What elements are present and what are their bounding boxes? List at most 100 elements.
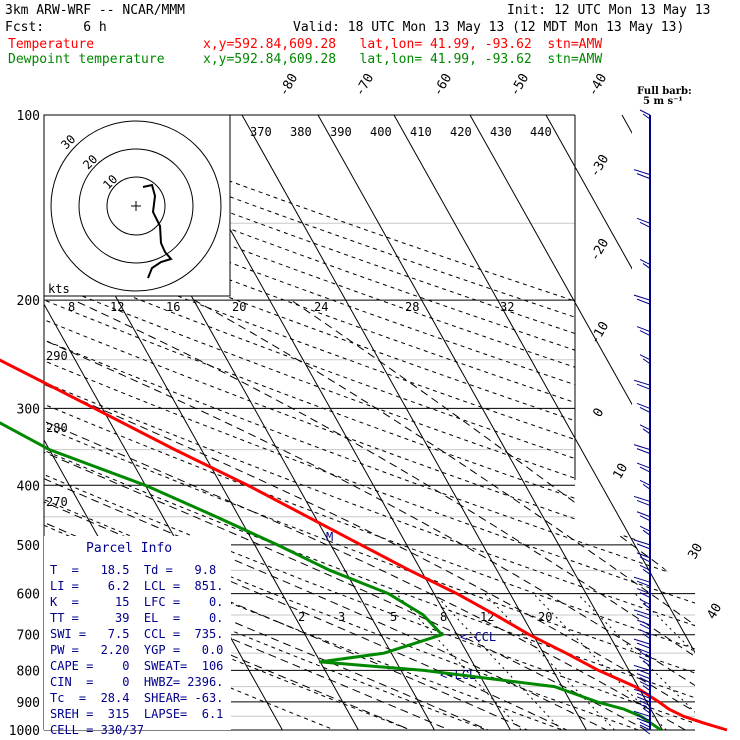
wind-barb bbox=[636, 552, 651, 559]
theta-label: 440 bbox=[530, 125, 552, 139]
dry-adiabat bbox=[44, 115, 695, 730]
wind-barb bbox=[639, 406, 651, 413]
parcel-info-row: PW = 2.20 YGP = 0.0 bbox=[50, 643, 223, 657]
barb-key: Full barb: 5 m s⁻¹ bbox=[637, 86, 692, 107]
wind-barb bbox=[633, 576, 651, 583]
wind-barb bbox=[636, 588, 651, 595]
wind-barb bbox=[639, 515, 651, 522]
hodograph: 30 20 10 kts bbox=[43, 114, 231, 297]
wind-barb bbox=[639, 700, 651, 707]
wind-barb bbox=[639, 221, 651, 228]
mixing-ratio-line bbox=[484, 593, 616, 730]
isotherm-tick-label: -20 bbox=[587, 236, 612, 264]
hodograph-ring-20 bbox=[78, 148, 194, 264]
theta-label: 380 bbox=[290, 125, 312, 139]
pressure-tick-label: 800 bbox=[17, 664, 40, 679]
wind-barb bbox=[639, 479, 651, 486]
parcel-info-panel: Parcel Info T = 18.5 Td = 9.8 LI = 6.2 L… bbox=[44, 536, 231, 737]
pressure-tick-label: 200 bbox=[17, 294, 40, 309]
model-title: 3km ARW-WRF -- NCAR/MMM bbox=[5, 3, 186, 18]
moist-adiabat bbox=[44, 299, 670, 730]
mixing-ratio-label: 24 bbox=[314, 300, 328, 314]
isotherm-tick-label: 0 bbox=[590, 406, 607, 420]
wind-barb bbox=[642, 113, 651, 120]
theta-e-label: 280 bbox=[46, 421, 68, 435]
wind-barb bbox=[636, 448, 651, 455]
wind-barb bbox=[639, 556, 651, 563]
wind-barb bbox=[642, 603, 651, 609]
wind-barb bbox=[639, 651, 651, 658]
isotherm-tick-label: 40 bbox=[704, 601, 725, 622]
moist-adiabat bbox=[193, 299, 695, 730]
theta-label: 370 bbox=[250, 125, 272, 139]
wind-barb bbox=[633, 495, 651, 502]
mixing-ratio-line bbox=[395, 593, 522, 730]
mixing-ratio-label: 20 bbox=[538, 610, 552, 624]
hodograph-ring-10 bbox=[106, 176, 166, 236]
wind-barb bbox=[636, 543, 651, 550]
mixing-ratio-label: 32 bbox=[500, 300, 514, 314]
wind-barb bbox=[642, 685, 651, 691]
hodograph-trace bbox=[142, 183, 173, 279]
parcel-info-row: TT = 39 EL = 0. bbox=[50, 611, 223, 625]
wind-barb bbox=[636, 619, 651, 626]
parcel-info-row: SREH = 315 LAPSE= 6.1 bbox=[50, 707, 223, 721]
parcel-info-row: T = 18.5 Td = 9.8 bbox=[50, 563, 216, 577]
pressure-tick-label: 100 bbox=[17, 109, 40, 124]
dry-adiabat bbox=[44, 115, 695, 730]
isotherm-tick-label: -10 bbox=[587, 319, 612, 347]
parcel-info-row: SWI = 7.5 CCL = 735. bbox=[50, 627, 223, 641]
wind-barb bbox=[639, 525, 651, 532]
mixing-ratio-label: 28 bbox=[405, 300, 419, 314]
wind-barb bbox=[639, 656, 651, 663]
wind-barb bbox=[639, 721, 651, 728]
dry-adiabat bbox=[44, 115, 695, 730]
mixing-ratio-line bbox=[434, 593, 562, 730]
dewpoint-line bbox=[0, 421, 662, 732]
dewpoint-location: x,y=592.84,609.28 lat,lon= 41.99, -93.62… bbox=[203, 52, 603, 67]
parcel-info-row: CAPE = 0 SWEAT= 106 bbox=[50, 659, 223, 673]
wind-barb bbox=[639, 724, 651, 731]
sounding-profiles bbox=[0, 358, 728, 732]
wind-barb bbox=[636, 298, 651, 305]
wind-barb bbox=[639, 466, 651, 473]
wind-barb bbox=[636, 717, 651, 724]
mixing-ratio-label: 8 bbox=[440, 610, 447, 624]
dry-adiabat bbox=[44, 115, 695, 730]
pressure-tick-label: 700 bbox=[17, 629, 40, 644]
wind-barb bbox=[636, 696, 651, 703]
mixing-ratio-line bbox=[576, 593, 695, 730]
wind-barbs bbox=[633, 109, 651, 735]
mixing-ratio-label: 20 bbox=[232, 300, 246, 314]
mixing-ratio-label: 16 bbox=[166, 300, 180, 314]
isotherm-line bbox=[545, 115, 695, 730]
parcel-info-row: CELL = 330/37 bbox=[50, 723, 144, 737]
isotherm-tick-label: -50 bbox=[507, 71, 532, 99]
wind-barb bbox=[642, 707, 651, 714]
wind-barb bbox=[633, 539, 651, 546]
isotherm-tick-label: -40 bbox=[585, 71, 610, 99]
wind-barb bbox=[642, 529, 651, 536]
wind-barb bbox=[633, 444, 651, 451]
parcel-info-row: Tc = 28.4 SHEAR= -63. bbox=[50, 691, 223, 705]
wind-barb bbox=[636, 462, 651, 469]
parcel-info-row: K = 15 LFC = 0. bbox=[50, 595, 223, 609]
wind-barb bbox=[639, 681, 651, 688]
wind-barb bbox=[636, 511, 651, 518]
wind-barb bbox=[642, 358, 651, 365]
theta-e-label: 270 bbox=[46, 495, 68, 509]
isotherm-line bbox=[241, 115, 587, 730]
dewpoint-legend-label: Dewpoint temperature bbox=[8, 52, 165, 67]
forecast-hour: Fcst: 6 h bbox=[5, 20, 107, 35]
wind-barb bbox=[639, 677, 651, 684]
annotation-label: <-CCL bbox=[460, 630, 496, 644]
wind-barb bbox=[633, 688, 651, 695]
isotherm-line bbox=[393, 115, 695, 730]
wind-barb bbox=[636, 499, 651, 506]
moist-adiabat bbox=[73, 299, 695, 730]
isotherm-tick-label: -80 bbox=[276, 71, 301, 99]
wind-barb bbox=[639, 703, 651, 710]
isotherm-tick-label: -30 bbox=[587, 152, 612, 180]
theta-label: 400 bbox=[370, 125, 392, 139]
